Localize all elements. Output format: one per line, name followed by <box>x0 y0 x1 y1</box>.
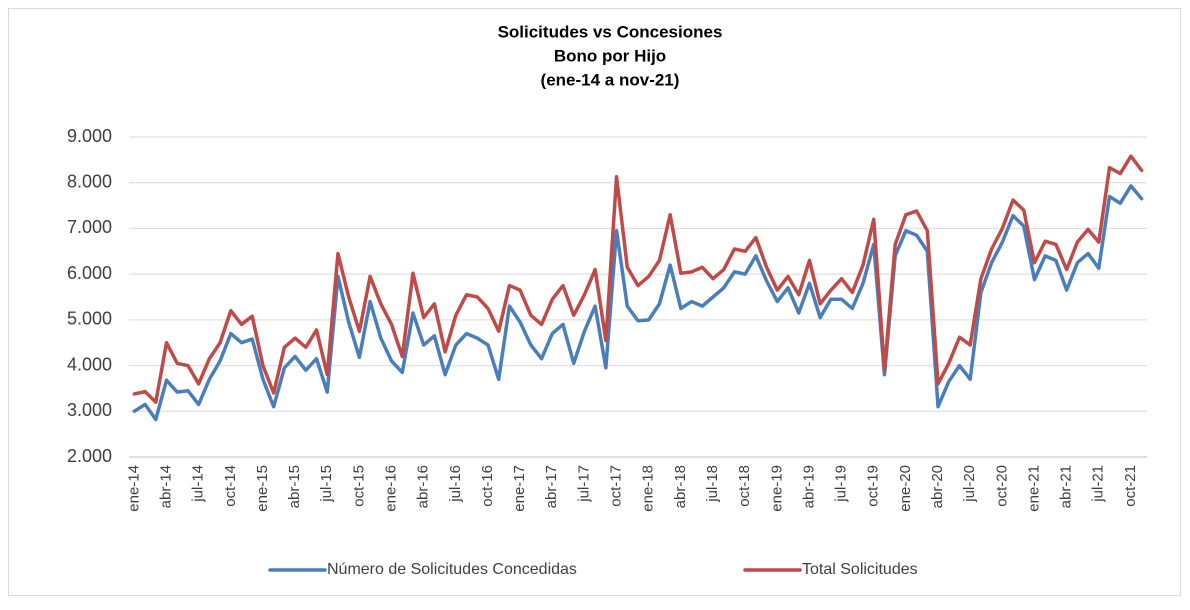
series-line <box>132 184 1144 422</box>
y-tick-label: 7.000 <box>67 217 112 237</box>
x-tick-label: jul-19 <box>833 465 850 503</box>
x-tick-label: oct-17 <box>608 465 625 507</box>
x-tick-label: abr-19 <box>800 465 817 508</box>
x-tick-label: ene-19 <box>768 465 785 512</box>
y-tick-label: 5.000 <box>67 309 112 329</box>
x-tick-label: oct-21 <box>1122 465 1139 507</box>
x-tick-label: ene-18 <box>640 465 657 512</box>
series-line <box>132 154 1144 404</box>
x-tick-label: jul-20 <box>961 465 978 503</box>
x-tick-label: jul-21 <box>1090 465 1107 503</box>
x-tick-label: abr-20 <box>929 465 946 508</box>
chart-title: Solicitudes vs Concesiones <box>498 22 723 41</box>
x-tick-label: abr-18 <box>672 465 689 508</box>
x-tick-label: ene-20 <box>897 465 914 512</box>
chart-border <box>8 8 1181 596</box>
x-tick-label: oct-20 <box>993 465 1010 507</box>
y-tick-label: 9.000 <box>67 126 112 146</box>
x-tick-label: abr-14 <box>157 465 174 508</box>
legend-label: Total Solicitudes <box>802 561 918 578</box>
legend-label: Número de Solicitudes Concedidas <box>327 561 577 578</box>
x-tick-label: oct-19 <box>865 465 882 507</box>
x-tick-label: oct-14 <box>222 465 239 507</box>
x-tick-label: jul-14 <box>190 465 207 503</box>
x-tick-label: oct-15 <box>350 465 367 507</box>
y-tick-label: 3.000 <box>67 400 112 420</box>
x-tick-label: oct-18 <box>736 465 753 507</box>
chart-title: Bono por Hijo <box>554 46 666 65</box>
x-tick-label: abr-17 <box>543 465 560 508</box>
x-tick-label: jul-17 <box>575 465 592 503</box>
x-tick-label: ene-21 <box>1025 465 1042 512</box>
x-tick-label: ene-14 <box>125 465 142 512</box>
x-tick-label: ene-15 <box>254 465 271 512</box>
x-tick-label: abr-15 <box>286 465 303 508</box>
x-tick-label: oct-16 <box>479 465 496 507</box>
x-tick-label: abr-16 <box>415 465 432 508</box>
y-tick-label: 6.000 <box>67 263 112 283</box>
x-tick-label: ene-16 <box>383 465 400 512</box>
x-tick-label: ene-17 <box>511 465 528 512</box>
x-tick-label: jul-15 <box>318 465 335 503</box>
x-tick-label: jul-16 <box>447 465 464 503</box>
y-tick-label: 4.000 <box>67 354 112 374</box>
chart-title: (ene-14 a nov-21) <box>541 70 680 89</box>
x-tick-label: abr-21 <box>1058 465 1075 508</box>
y-tick-label: 8.000 <box>67 171 112 191</box>
y-tick-label: 2.000 <box>67 446 112 466</box>
x-tick-label: jul-18 <box>704 465 721 503</box>
